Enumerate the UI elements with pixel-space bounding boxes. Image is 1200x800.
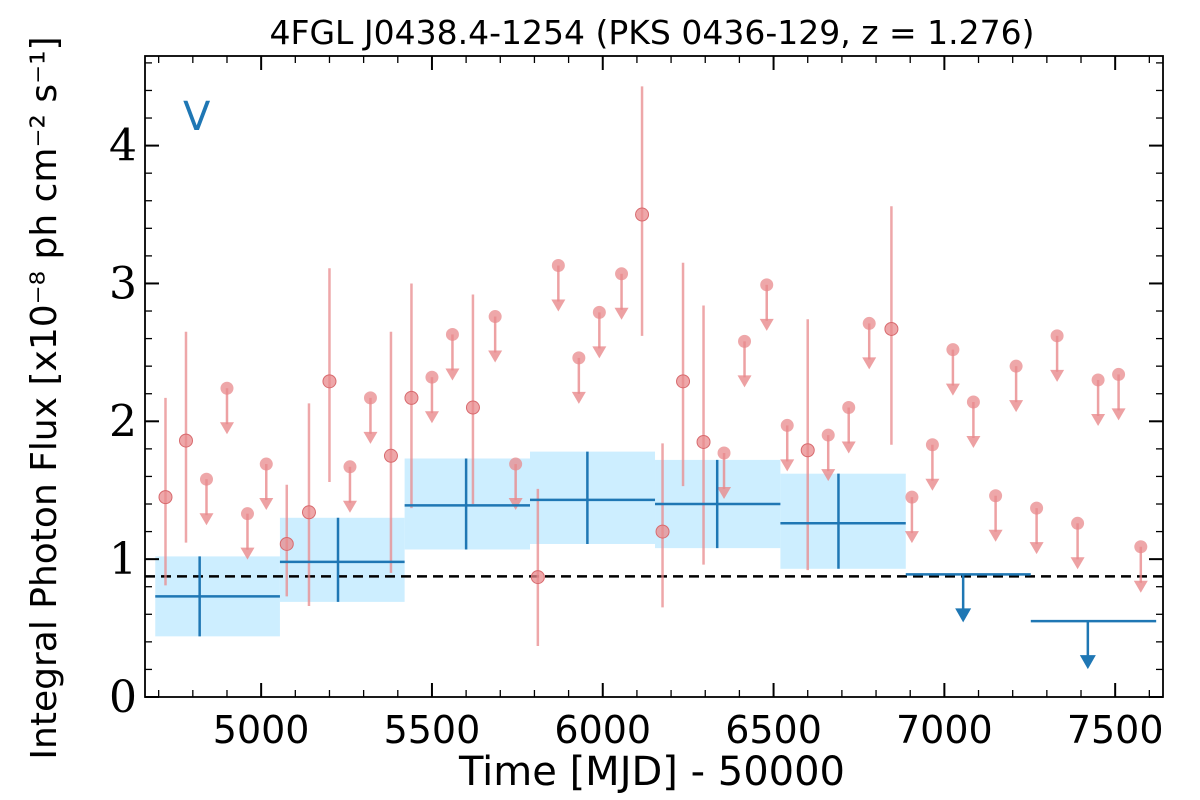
upper-limit-arrow-head [1070,557,1085,570]
upper-limit-arrow-head [988,529,1003,542]
x-axis-label: Time [MJD] - 50000 [458,749,845,795]
y-tick-label: 0 [109,672,137,723]
short-bin-detections [158,86,899,646]
x-tick-label: 5000 [213,708,310,752]
upper-limit-arrow-head [592,346,607,359]
short-bin-point [158,490,173,505]
short-bin-point [655,524,670,539]
short-bin-point [178,433,193,448]
upper-limit-arrow-head [821,469,836,482]
short-bin-point [279,536,294,551]
upper-limit-arrow-head [904,531,919,544]
chart-title: 4FGL J0438.4-1254 (PKS 0436-129, z = 1.2… [269,13,1034,52]
upper-limit-arrow-head [759,318,774,331]
long-bin-arrow-head [955,608,972,623]
y-tick-label: 2 [109,396,137,447]
short-bin-upper-limits [199,259,1148,593]
short-bin-point [383,448,398,463]
upper-limit-arrow-head [424,411,439,424]
upper-limit-arrow-head [342,500,357,513]
short-bin-point [676,374,691,389]
short-bin-point [800,443,815,458]
y-tick-label: 3 [109,258,137,309]
short-bin-point [465,400,480,415]
upper-limit-arrow-head [1009,400,1024,413]
long-bin-band [529,451,656,544]
upper-limit-arrow-head [363,431,378,444]
short-bin-point [322,374,337,389]
upper-limit-arrow-head [259,498,274,511]
short-bin-point [696,434,711,449]
long-bin-detections [155,451,906,637]
long-bin-band [780,473,906,569]
upper-limit-arrow-head [1091,413,1106,426]
long-bin-arrow-head [1079,655,1096,670]
upper-limit-arrow-head [445,368,460,381]
upper-limit-arrow-head [1050,369,1065,382]
x-tick-label: 6500 [725,708,822,752]
upper-limit-arrow-head [571,391,586,404]
x-tick-label: 5500 [384,708,481,752]
upper-limit-arrow-head [841,441,856,454]
upper-limit-arrow-head [717,487,732,500]
upper-limit-arrow-head [488,350,503,363]
plot-axes [144,55,1164,698]
short-bin-point [301,505,316,520]
upper-limit-arrow-head [1111,408,1126,421]
panel-label: V [183,94,211,140]
upper-limit-arrow-head [966,436,981,449]
y-axis-label: Integral Photon Flux [x10⁻⁸ ph cm⁻² s⁻¹] [24,36,65,759]
short-bin-point [530,570,545,585]
upper-limit-arrow-head [862,357,877,370]
upper-limit-arrow-head [551,299,566,312]
upper-limit-arrow-head [737,375,752,388]
tick-labels: 5000 5500 6000 6500 7000 7500 0 1 2 3 4 [109,121,1164,752]
y-tick-label: 4 [109,121,137,172]
upper-limit-arrow-head [1133,580,1148,593]
long-bin-bands [155,451,906,637]
upper-limit-arrow-head [508,498,523,511]
long-bin-band [279,517,405,602]
upper-limit-arrow-head [614,307,629,320]
short-bin-point [884,321,899,336]
plot-frame [144,55,1164,698]
upper-limit-arrow-head [945,383,960,396]
short-bin-point [635,207,650,222]
upper-limit-arrow-head [780,459,795,472]
x-tick-label: 7000 [896,708,993,752]
x-tick-label: 6000 [554,708,651,752]
x-tick-label: 7500 [1067,708,1164,752]
long-bin-upper-limits [905,573,1157,670]
upper-limit-arrow-head [240,547,255,560]
upper-limit-arrow-head [925,478,940,491]
upper-limit-arrow-head [1029,542,1044,555]
y-tick-label: 1 [109,534,137,585]
short-bin-point [404,390,419,405]
upper-limit-arrow-head [199,513,214,526]
upper-limit-arrow-head [219,422,234,435]
